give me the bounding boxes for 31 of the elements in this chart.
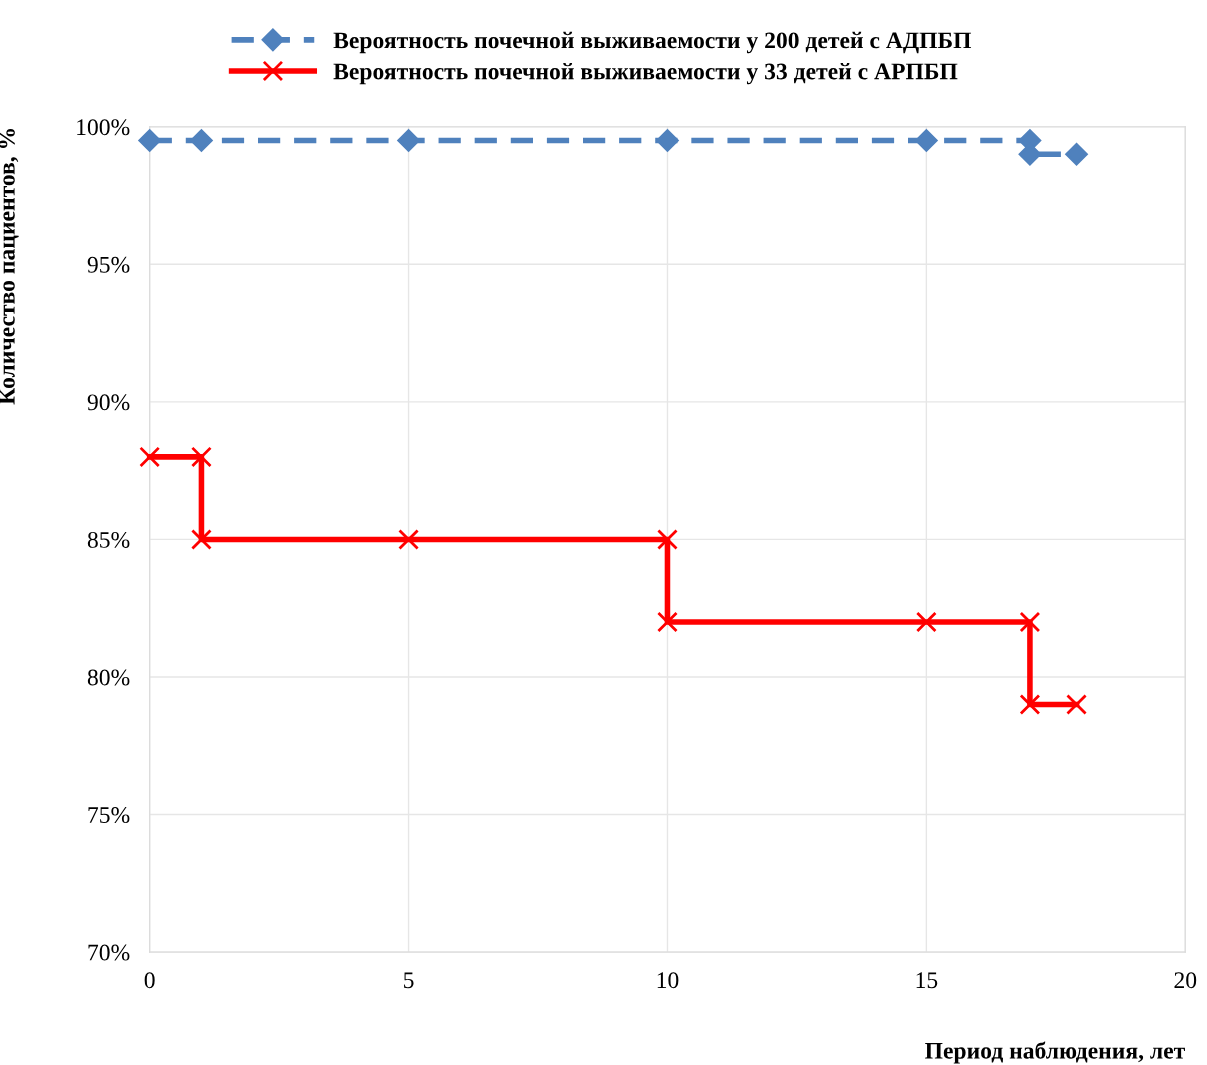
- y-tick-label: 80%: [87, 669, 130, 686]
- point: [398, 529, 419, 550]
- y-tick-label: 95%: [87, 256, 130, 273]
- point: [138, 129, 161, 152]
- x-tick-label: 5: [404, 972, 414, 989]
- legend-label: Вероятность почечной выживаемости у 200 детей с АДПБП: [333, 31, 972, 54]
- point: [1065, 143, 1088, 166]
- point: [190, 129, 213, 152]
- legend-label: Вероятность почечной выживаемости у 33 детей с АРПБП: [333, 62, 958, 85]
- point: [915, 129, 938, 152]
- x-tick-label: 10: [657, 972, 679, 989]
- point: [397, 129, 420, 152]
- point: [1019, 611, 1041, 633]
- y-tick-label: 90%: [87, 394, 130, 411]
- point: [1019, 694, 1041, 715]
- point: [1066, 694, 1087, 715]
- point: [191, 529, 212, 550]
- point: [657, 529, 678, 550]
- y-tick-label: 75%: [88, 807, 130, 824]
- y-tick-label: 70%: [88, 944, 130, 961]
- point: [139, 446, 161, 468]
- y-tick-label: 85%: [87, 531, 130, 548]
- point: [191, 446, 212, 468]
- x-tick-label: 20: [1174, 972, 1197, 989]
- point: [915, 611, 937, 633]
- x-tick-label: 15: [916, 972, 938, 989]
- point: [657, 611, 678, 633]
- x-axis-title: Период наблюдения, лет: [925, 1041, 1185, 1064]
- y-tick-label: 100%: [77, 119, 130, 136]
- point: [656, 129, 679, 152]
- x-tick-label: 0: [144, 972, 155, 989]
